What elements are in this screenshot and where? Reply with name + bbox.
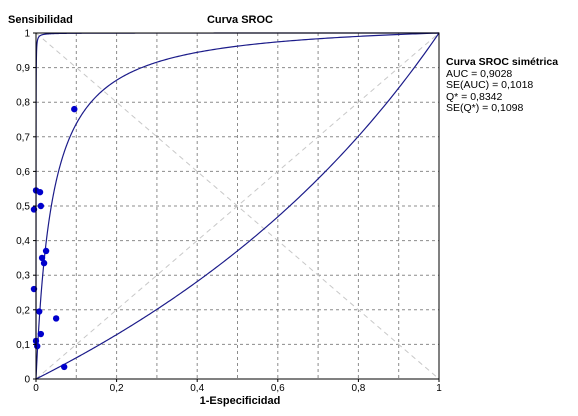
chart-title: Curva SROC bbox=[207, 14, 273, 26]
stats-q: Q* = 0,8342 bbox=[446, 90, 503, 103]
y-tick-label: 0,1 bbox=[16, 340, 30, 351]
data-point bbox=[36, 308, 43, 315]
data-point bbox=[42, 247, 50, 255]
sroc-lower-bound bbox=[35, 32, 440, 380]
x-tick-label: 1 bbox=[436, 383, 442, 394]
stats-se-q: SE(Q*) = 0,1098 bbox=[446, 102, 524, 114]
data-point bbox=[61, 363, 68, 371]
q-point-diagonal bbox=[35, 32, 440, 380]
y-tick-label: 0,4 bbox=[16, 236, 30, 247]
data-point bbox=[36, 188, 44, 196]
reference-lines bbox=[35, 32, 440, 380]
y-tick-label: 0,7 bbox=[16, 132, 30, 143]
stats-auc: AUC = 0,9028 bbox=[446, 67, 513, 80]
y-tick-label: 0 bbox=[24, 375, 30, 386]
grid bbox=[36, 33, 439, 379]
x-tick-label: 0,4 bbox=[190, 383, 204, 394]
x-tick-label: 0 bbox=[33, 383, 39, 394]
stats-title: Curva SROC simétrica bbox=[446, 56, 559, 68]
data-point bbox=[40, 259, 48, 267]
data-point bbox=[37, 202, 45, 210]
data-points bbox=[30, 105, 78, 371]
y-tick-label: 0,2 bbox=[16, 305, 30, 316]
y-tick-label: 0,9 bbox=[16, 63, 30, 74]
y-axis-label: Sensibilidad bbox=[8, 14, 73, 26]
tick-labels: 0 0,2 0,4 0,6 0,8 1 0 0,1 0,2 0,3 0,4 0,5 0,6 0,7 0,8 0… bbox=[16, 29, 442, 395]
x-axis-label: 1-Especificidad bbox=[200, 395, 281, 407]
sroc-stats-panel: Curva SROC simétrica AUC = 0,9028 SE(AUC… bbox=[446, 56, 559, 115]
x-tick-label: 0,8 bbox=[351, 383, 365, 394]
y-tick-label: 0,6 bbox=[16, 167, 30, 178]
x-tick-label: 0,6 bbox=[271, 383, 285, 394]
y-tick-label: 0,5 bbox=[16, 202, 30, 213]
data-point bbox=[52, 315, 60, 322]
y-tick-label: 0,3 bbox=[16, 271, 30, 282]
data-point bbox=[37, 330, 45, 338]
x-tick-label: 0,2 bbox=[110, 383, 124, 394]
sroc-upper-bound bbox=[35, 32, 439, 341]
data-point bbox=[71, 105, 78, 113]
y-tick-label: 0,8 bbox=[16, 98, 30, 109]
stats-se-auc: SE(AUC) = 0,1018 bbox=[446, 79, 534, 91]
data-point bbox=[34, 342, 41, 350]
y-tick-label: 1 bbox=[24, 29, 30, 40]
data-point bbox=[38, 254, 46, 262]
